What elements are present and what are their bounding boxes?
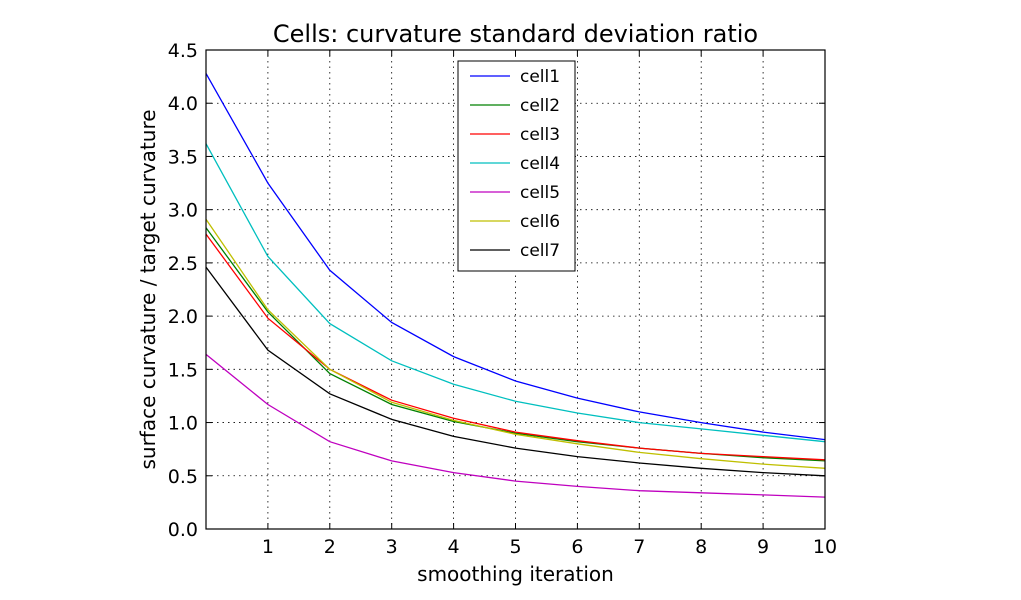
series-line-cell5: [205, 353, 826, 498]
series-lines: [205, 73, 826, 498]
x-tick-label: 6: [571, 536, 583, 558]
series-line-cell1: [205, 73, 826, 441]
y-tick-label: 4.5: [168, 40, 198, 62]
x-tick-label: 9: [757, 536, 769, 558]
series-line-cell3: [205, 233, 826, 461]
y-axis-title: surface curvature / target curvature: [136, 109, 160, 469]
legend-label-cell2: cell2: [520, 96, 560, 116]
x-tick-label: 3: [386, 536, 398, 558]
legend: cell1 cell2 cell3 cell4 cell5 cell6 cell7: [457, 60, 576, 272]
legend-label-cell6: cell6: [520, 212, 560, 232]
x-tick-label: 2: [324, 536, 336, 558]
legend-box: [457, 60, 576, 272]
x-tick-label: 5: [509, 536, 521, 558]
y-tick-label: 1.0: [168, 413, 198, 435]
y-tick-label: 4.0: [168, 93, 198, 115]
x-tick-label: 10: [813, 536, 837, 558]
x-tick-label: 4: [448, 536, 460, 558]
series-line-cell6: [205, 218, 826, 469]
series-line-cell4: [205, 143, 826, 443]
y-tick-label: 0.5: [168, 466, 198, 488]
legend-label-cell7: cell7: [520, 241, 560, 261]
legend-label-cell1: cell1: [520, 67, 560, 87]
y-tick-label: 1.5: [168, 359, 198, 381]
chart-title: Cells: curvature standard deviation rati…: [273, 20, 758, 48]
series-line-cell7: [205, 266, 826, 477]
y-tick-label: 0.0: [168, 519, 198, 541]
y-tick-label: 2.0: [168, 306, 198, 328]
x-tick-label: 7: [633, 536, 645, 558]
x-tick-label: 1: [262, 536, 274, 558]
legend-label-cell4: cell4: [520, 154, 560, 174]
y-tick-label: 2.5: [168, 253, 198, 275]
axis-ticks: 1 2 3 4 5 6 7 8 9 10 0.0 0.5 1.0 1.5 2.0 2.5 3.0 3.5 4.0 4.…: [168, 40, 837, 558]
y-tick-label: 3.5: [168, 146, 198, 168]
legend-label-cell3: cell3: [520, 125, 560, 145]
x-tick-label: 8: [695, 536, 707, 558]
legend-label-cell5: cell5: [520, 183, 560, 203]
y-tick-label: 3.0: [168, 200, 198, 222]
x-axis-title: smoothing iteration: [417, 562, 614, 586]
